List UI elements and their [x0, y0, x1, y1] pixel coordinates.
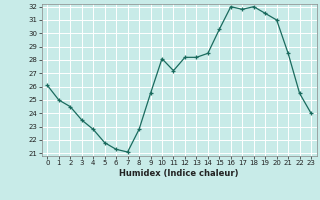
X-axis label: Humidex (Indice chaleur): Humidex (Indice chaleur) [119, 169, 239, 178]
